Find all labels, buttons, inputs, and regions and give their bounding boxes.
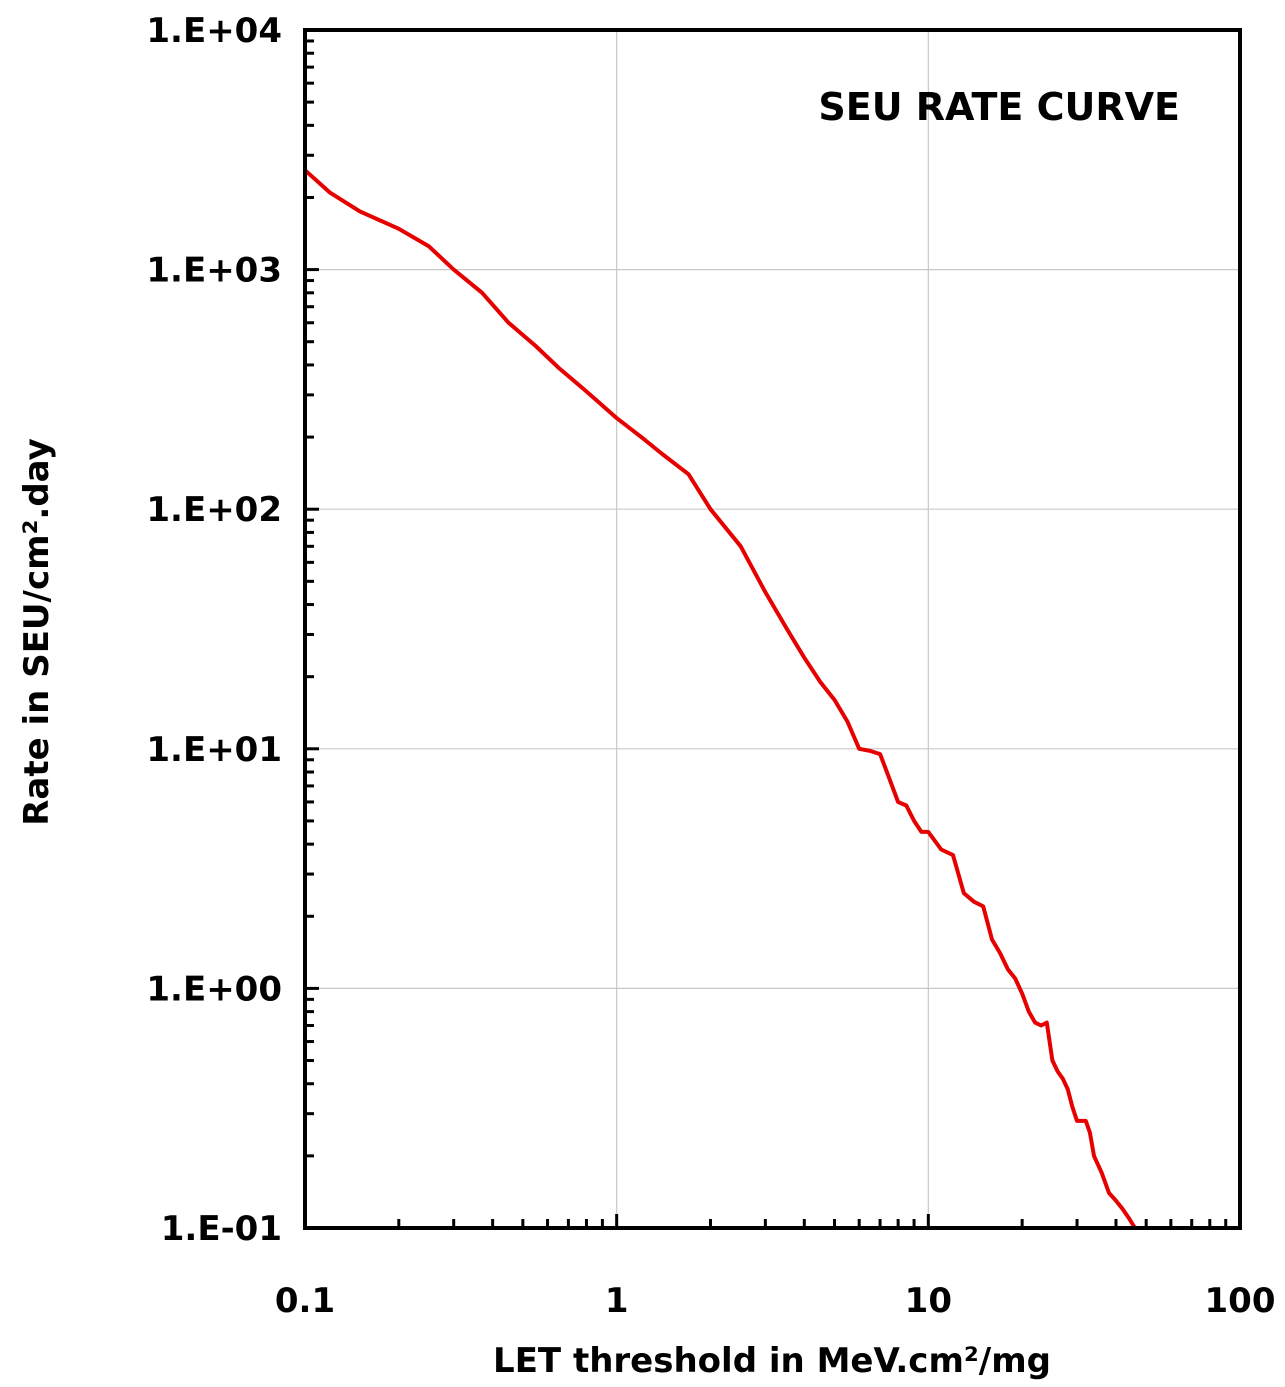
grid-lines xyxy=(304,29,1241,1229)
y-tick-label: 1.E+04 xyxy=(146,11,282,51)
x-tick-label: 1 xyxy=(605,1281,629,1321)
seu-rate-series-line xyxy=(303,168,1137,1230)
plot-area-frame xyxy=(303,28,1242,1230)
y-tick-label: 1.E-01 xyxy=(161,1209,282,1249)
y-tick-labels: 1.E-01 1.E+00 1.E+01 1.E+02 1.E+03 1.E+04 xyxy=(146,11,282,1249)
x-tick-labels: 0.1 1 10 100 xyxy=(275,1281,1276,1321)
x-tick-label: 0.1 xyxy=(275,1281,335,1321)
chart-title: SEU RATE CURVE xyxy=(818,85,1180,129)
y-tick-label: 1.E+01 xyxy=(146,730,282,770)
y-tick-label: 1.E+02 xyxy=(146,490,282,530)
y-tick-label: 1.E+03 xyxy=(146,251,282,291)
minor-ticks xyxy=(303,28,1242,1230)
y-axis-title: Rate in SEU/cm².day xyxy=(17,438,57,826)
x-tick-label: 10 xyxy=(905,1281,952,1321)
series-layer xyxy=(303,168,1137,1230)
y-tick-label: 1.E+00 xyxy=(146,969,282,1009)
x-axis-title: LET threshold in MeV.cm²/mg xyxy=(493,1341,1051,1381)
x-tick-label: 100 xyxy=(1205,1281,1276,1321)
